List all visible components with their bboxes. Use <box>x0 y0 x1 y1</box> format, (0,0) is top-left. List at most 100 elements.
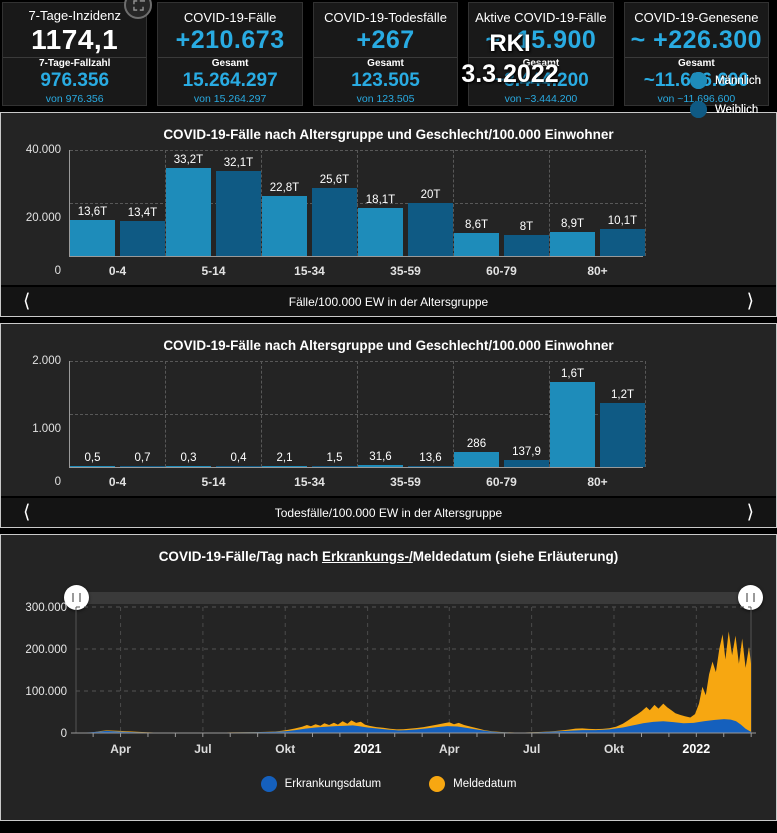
bar-value-label: 0,4 <box>230 452 247 464</box>
legend-item-maennlich[interactable]: Männlich <box>689 72 761 89</box>
bar-group-5-14: 0,3 0,4 5-14 <box>166 361 262 489</box>
bar-weiblich[interactable] <box>312 188 357 256</box>
slider-handle-right[interactable] <box>738 585 763 610</box>
bar-weiblich[interactable] <box>216 466 261 467</box>
bar-maennlich[interactable] <box>550 382 595 467</box>
card-total: ~3.444.200 <box>493 70 589 91</box>
expand-icon <box>132 0 145 11</box>
next-chart-button[interactable]: ⟩ <box>746 501 754 523</box>
y-tick-label: 0 <box>61 728 67 740</box>
bar-group-5-14: 33,2T 32,1T 5-14 <box>166 150 262 278</box>
bar-maennlich[interactable] <box>454 233 499 256</box>
legend: Erkrankungsdatum Meldedatum <box>1 776 776 792</box>
gridline <box>70 361 643 362</box>
chart-footer-label: Fälle/100.000 EW in der Altersgruppe <box>288 294 489 309</box>
bar-weiblich[interactable] <box>216 170 261 256</box>
legend-item-weiblich[interactable]: Weiblich <box>689 101 761 118</box>
card-title: 7-Tage-Inzidenz <box>28 8 121 23</box>
legend-item-meldedatum[interactable]: Meldedatum <box>429 776 516 792</box>
bar-maennlich[interactable] <box>166 168 211 256</box>
card-value: +210.673 <box>175 25 285 54</box>
card-sublabel: Gesamt <box>367 58 404 69</box>
previous-chart-button[interactable]: ⟨ <box>23 290 31 312</box>
bar-maennlich[interactable] <box>70 466 115 467</box>
card-title: COVID-19-Genesene <box>634 9 759 25</box>
title-part: COVID-19-Fälle/Tag nach <box>158 549 322 564</box>
title-link[interactable]: Erkrankungs-/ <box>321 549 413 564</box>
card-von: von 976.356 <box>45 93 104 105</box>
card-value: 1174,1 <box>31 24 119 55</box>
area-erkrankungsdatum[interactable] <box>76 719 751 733</box>
bar-group-0-4: 13,6T 13,4T 0-4 <box>70 150 166 278</box>
previous-chart-button[interactable]: ⟨ <box>23 501 31 523</box>
x-tick-label: Apr <box>439 742 460 756</box>
bar-weiblich[interactable] <box>600 229 645 256</box>
legend-label: Männlich <box>714 74 761 87</box>
x-axis-label: 60-79 <box>486 475 517 489</box>
erkrankungsdatum-swatch-icon <box>260 776 277 792</box>
time-series-chart[interactable]: 0 100.000 200.000 300.000 Apr Jul Okt 2021 Apr Ju… <box>1 596 777 766</box>
weiblich-swatch-icon <box>689 101 707 118</box>
card-von: von ~3.444.200 <box>504 93 578 105</box>
legend-item-erkrankungsdatum[interactable]: Erkrankungsdatum <box>260 776 381 792</box>
x-axis-label: 0-4 <box>108 264 127 278</box>
y-tick-label: 300.000 <box>25 602 67 614</box>
legend: Männlich Weiblich <box>689 72 761 118</box>
bar-weiblich[interactable] <box>600 403 645 467</box>
bar-weiblich[interactable] <box>504 459 549 467</box>
bar-group-15-34: 22,8T 25,6T 15-34 <box>262 150 358 278</box>
chart-title: COVID-19-Fälle nach Altersgruppe und Ges… <box>163 338 614 353</box>
card-todesfaelle[interactable]: COVID-19-Todesfälle +267 Gesamt 123.505 … <box>312 2 459 106</box>
bar-maennlich[interactable] <box>454 451 499 467</box>
bar-weiblich[interactable] <box>408 466 453 467</box>
bar-group-35-59: 31,6 13,6 35-59 <box>358 361 454 489</box>
x-axis-label: 35-59 <box>390 264 421 278</box>
next-chart-button[interactable]: ⟩ <box>746 290 754 312</box>
card-total: 15.264.297 <box>182 70 278 91</box>
legend-label: Weiblich <box>714 103 759 116</box>
gridline <box>70 150 643 151</box>
bar-value-label: 31,6 <box>369 451 392 464</box>
bar-weiblich[interactable] <box>120 466 165 467</box>
bar-value-label: 8T <box>519 220 534 233</box>
legend-label: Männlich <box>714 74 761 87</box>
bar-maennlich[interactable] <box>358 465 403 467</box>
card-title: COVID-19-Fälle <box>183 9 277 25</box>
bar-weiblich[interactable] <box>408 203 453 256</box>
bar-maennlich[interactable] <box>550 232 595 256</box>
time-range-slider[interactable] <box>64 585 763 610</box>
grip-icon <box>72 593 81 602</box>
bar-value-label: 10,1T <box>607 215 638 228</box>
card-7-tage-inzidenz[interactable]: 7-Tage-Inzidenz 1174,1 7-Tage-Fallzahl 9… <box>2 2 148 106</box>
bar-maennlich[interactable] <box>262 466 307 467</box>
slider-handle-left[interactable] <box>64 585 89 610</box>
bar-maennlich[interactable] <box>166 466 211 467</box>
bar-weiblich[interactable] <box>504 234 549 256</box>
chart-title: COVID-19-Fälle/Tag nach Erkrankungs-/Mel… <box>1 535 776 568</box>
bar-weiblich[interactable] <box>312 466 357 467</box>
x-axis-label: 15-34 <box>294 264 325 278</box>
card-total: 123.505 <box>351 70 420 91</box>
bar-group-60-79: 8,6T 8T 60-79 <box>454 150 550 278</box>
area-meldedatum[interactable] <box>76 631 751 733</box>
card-covid-faelle[interactable]: COVID-19-Fälle +210.673 Gesamt 15.264.29… <box>157 2 303 106</box>
panel-deaths-by-age: COVID-19-Fälle nach Altersgruppe und Ges… <box>0 72 777 528</box>
x-tick-label: Okt <box>275 742 295 756</box>
card-value: ~ -15.900 <box>485 25 597 54</box>
bar-weiblich[interactable] <box>120 220 165 256</box>
gridline <box>70 414 643 415</box>
bar-maennlich[interactable] <box>70 220 115 256</box>
panel-cases-per-day: COVID-19-Fälle/Tag nach Erkrankungs-/ Mel… <box>0 534 777 821</box>
bar-value-label: 13,6T <box>77 206 108 218</box>
bar-group-15-34: 2,1 1,5 15-34 <box>262 361 358 489</box>
bar-value-label: 137,9 <box>512 445 541 458</box>
bar-value-label: 20T <box>420 189 441 201</box>
grip-icon <box>746 593 755 602</box>
bar-value-label: 0,3 <box>180 452 197 464</box>
bar-group-60-79: 286 137,9 60-79 <box>454 361 550 489</box>
card-aktive-faelle[interactable]: Aktive COVID-19-Fälle ~ -15.900 Gesamt ~… <box>468 2 614 106</box>
expand-button[interactable] <box>124 0 152 19</box>
bar-maennlich[interactable] <box>262 195 307 256</box>
panel-cases-by-age: COVID-19-Fälle nach Altersgruppe und Ges… <box>0 72 777 317</box>
bar-maennlich[interactable] <box>358 208 403 256</box>
